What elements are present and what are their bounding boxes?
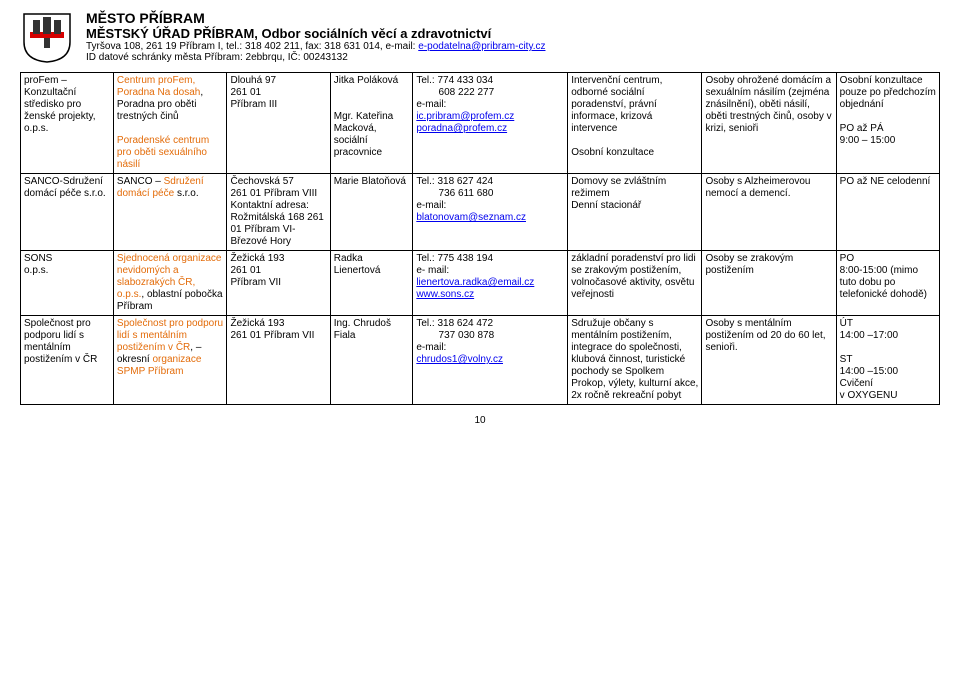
contact-person: Radka Lienertová [330,251,413,316]
services-table: proFem – Konzultační středisko pro žensk… [20,72,940,405]
contact-info: Tel.: 318 627 424 736 611 680e-mail:blat… [413,174,568,251]
services: Domovy se zvláštním režimemDenní stacion… [568,174,702,251]
org-abbrev: Společnost pro podporu lidí s mentálním … [21,316,114,405]
table-row: SANCO-Sdružení domácí péče s.r.o.SANCO –… [21,174,940,251]
contact-info: Tel.: 318 624 472 737 030 878e-mail:chru… [413,316,568,405]
table-row: proFem – Konzultační středisko pro žensk… [21,73,940,174]
hours: ÚT14:00 –17:00ST14:00 –15:00Cvičenív OXY… [836,316,939,405]
address: Čechovská 57261 01 Příbram VIIIKontaktní… [227,174,330,251]
contact-info: Tel.: 774 433 034 608 222 277e-mail:ic.p… [413,73,568,174]
services: Intervenční centrum, odborné sociální po… [568,73,702,174]
org-full: Společnost pro podporu lidí s mentálním … [113,316,227,405]
services: Sdružuje občany s mentálním postižením, … [568,316,702,405]
office-title: MĚSTSKÝ ÚŘAD PŘÍBRAM, Odbor sociálních v… [86,26,940,41]
address: Žežická 193261 01 Příbram VII [227,316,330,405]
org-abbrev: SONSo.p.s. [21,251,114,316]
org-full: SANCO – Sdružení domácí péče s.r.o. [113,174,227,251]
address: Dlouhá 97261 01Příbram III [227,73,330,174]
org-abbrev: proFem – Konzultační středisko pro žensk… [21,73,114,174]
table-row: SONSo.p.s.Sjednocená organizace nevidomý… [21,251,940,316]
city-title: MĚSTO PŘÍBRAM [86,10,940,26]
city-crest-icon [20,10,74,64]
page-number: 10 [20,415,940,426]
hours: Osobní konzultace pouze po předchozím ob… [836,73,939,174]
hours: PO až NE celodenní [836,174,939,251]
document-header: MĚSTO PŘÍBRAM MĚSTSKÝ ÚŘAD PŘÍBRAM, Odbo… [20,10,940,64]
table-row: Společnost pro podporu lidí s mentálním … [21,316,940,405]
target-group: Osoby s mentálním postižením od 20 do 60… [702,316,836,405]
email-link[interactable]: e-podatelna@pribram-city.cz [418,41,545,52]
org-full: Sjednocená organizace nevidomých a slabo… [113,251,227,316]
target-group: Osoby s Alzheimerovou nemocí a demencí. [702,174,836,251]
target-group: Osoby ohrožené domácím a sexuálním násil… [702,73,836,174]
hours: PO8:00-15:00 (mimo tuto dobu po telefoni… [836,251,939,316]
org-full: Centrum proFem, Poradna Na dosah, Poradn… [113,73,227,174]
contact-person: Marie Blatoňová [330,174,413,251]
contact-person: Ing. Chrudoš Fiala [330,316,413,405]
address: Žežická 193261 01Příbram VII [227,251,330,316]
address-line: Tyršova 108, 261 19 Příbram I, tel.: 318… [86,41,940,52]
services: základní poradenství pro lidi se zrakový… [568,251,702,316]
contact-info: Tel.: 775 438 194e- mail:lienertova.radk… [413,251,568,316]
id-line: ID datové schránky města Příbram: 2ebbrq… [86,52,940,63]
org-abbrev: SANCO-Sdružení domácí péče s.r.o. [21,174,114,251]
contact-person: Jitka PolákováMgr. Kateřina Macková, soc… [330,73,413,174]
target-group: Osoby se zrakovým postižením [702,251,836,316]
